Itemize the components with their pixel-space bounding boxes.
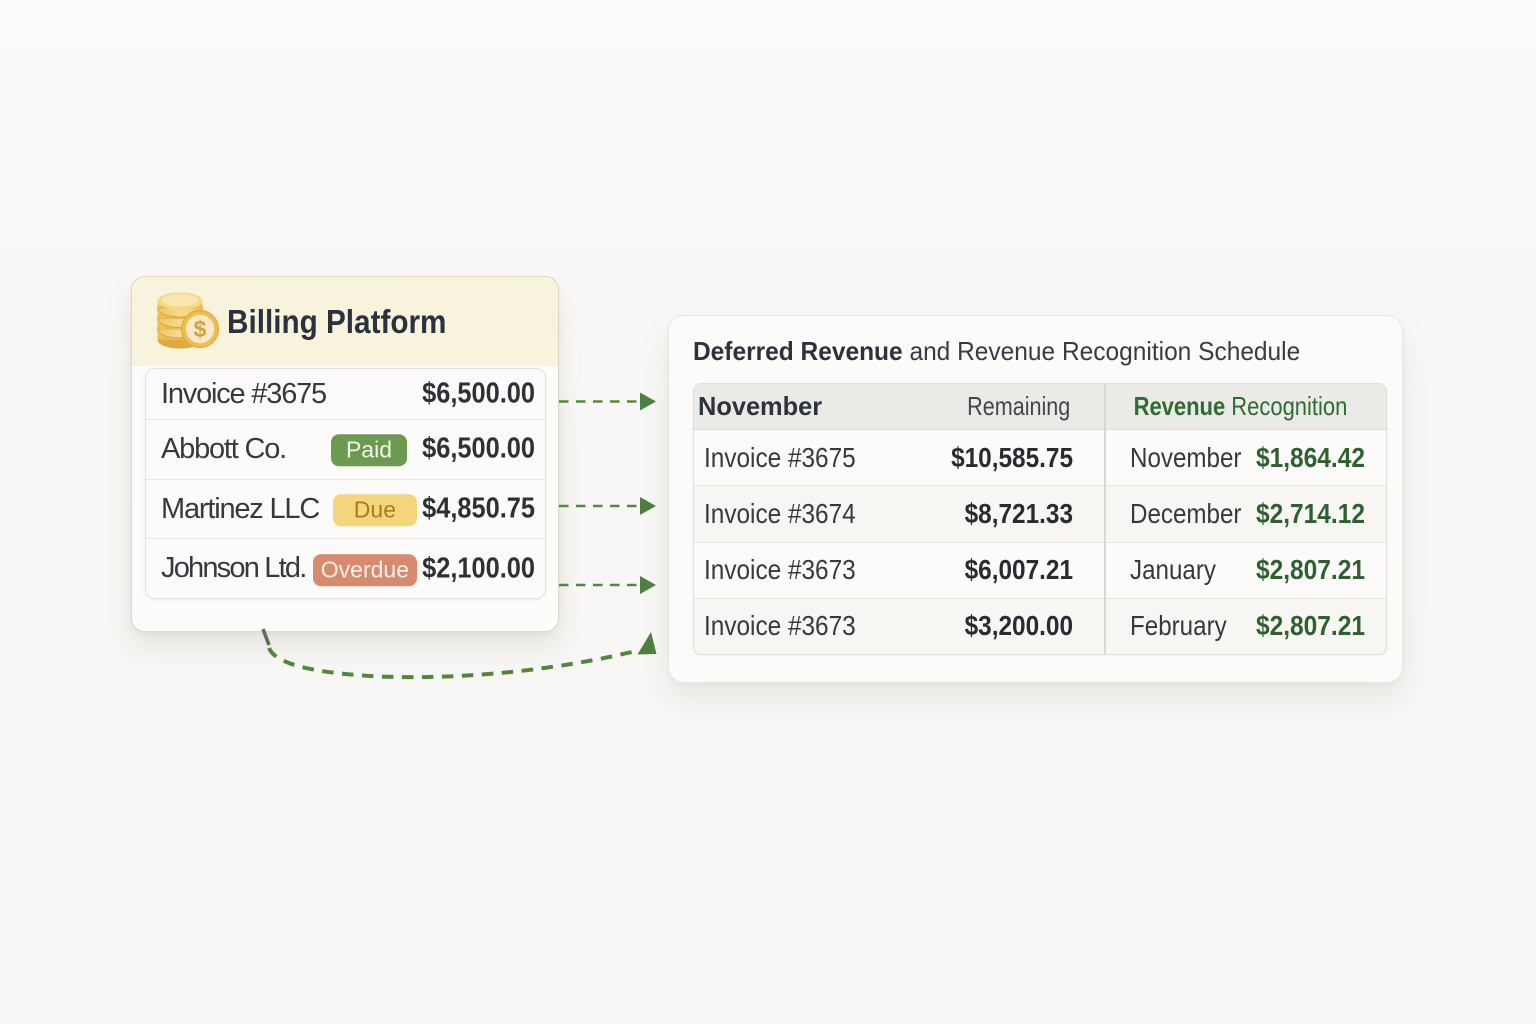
svg-text:$: $ — [194, 316, 207, 342]
